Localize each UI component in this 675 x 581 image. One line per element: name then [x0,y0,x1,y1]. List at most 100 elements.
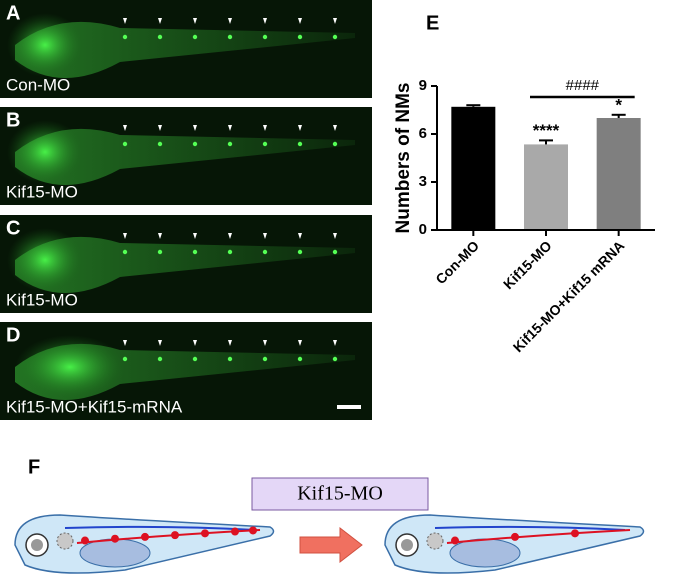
otic [426,532,444,550]
arrowhead [298,125,302,131]
neuromast [122,356,128,362]
panel-label: D [6,324,20,346]
pupil [401,539,413,551]
neuromast [122,34,128,40]
neuromast [111,534,119,543]
yolk [449,538,521,568]
neuromast [192,34,198,40]
pupil [31,539,43,551]
scale-bar [337,405,361,409]
caption: Kif15-MO [6,290,78,309]
caption: Kif15-MO+Kif15-mRNA [6,397,183,416]
neuromast [201,529,209,538]
neuromast [249,526,257,535]
head-glow [7,13,83,77]
neuromast [262,34,268,40]
x-tick-label: Kif15-MO [500,237,555,292]
caption: Con-MO [6,75,70,94]
neuromast [297,34,303,40]
panel-label: F [28,456,40,478]
arrowhead [158,233,162,239]
arrowhead [333,340,337,346]
bar [596,118,641,230]
neuromast [451,536,459,545]
neuromast [157,356,163,362]
neuromast [157,141,163,147]
arrow [299,526,363,564]
arrowhead [123,18,127,24]
neuromast [227,141,233,147]
arrowhead [298,233,302,239]
panel-label: B [6,109,20,131]
arrowhead [333,18,337,24]
arrowhead [123,125,127,131]
neuromast [122,249,128,255]
neuromast [262,141,268,147]
panel-label: A [6,2,20,24]
arrowhead [193,18,197,24]
significance: * [615,95,622,114]
arrowhead [228,340,232,346]
schematic: F Kif15-MO [14,456,645,574]
neuromast [332,249,338,255]
arrowhead [298,18,302,24]
neuromast [297,249,303,255]
y-tick-label: 0 [419,221,427,238]
neuromast [571,529,579,538]
neuromast [227,34,233,40]
arrowhead [158,18,162,24]
lateral-line [446,529,631,544]
arrowhead [333,125,337,131]
neuromast [262,356,268,362]
arrowhead [158,125,162,131]
arrowhead [228,18,232,24]
arrowhead [123,233,127,239]
arrowhead [193,125,197,131]
neuromast [192,141,198,147]
neuromast [262,249,268,255]
panel-label: E [426,12,439,34]
neuromast [157,34,163,40]
neuromast [332,356,338,362]
nerve [434,525,626,531]
neuromast [297,141,303,147]
arrowhead [193,340,197,346]
neuromast [332,141,338,147]
arrowhead [263,18,267,24]
arrowhead [333,233,337,239]
arrowhead [158,340,162,346]
fish-body [14,514,275,574]
neuromast [227,249,233,255]
treatment-label: Kif15-MO [297,483,383,505]
fish-body [384,514,645,574]
neuromast [231,527,239,536]
neuromast [122,141,128,147]
arrowhead [193,233,197,239]
head-glow [7,120,83,184]
neuromast [227,356,233,362]
larva [15,21,355,79]
bar [451,106,496,230]
neuromast [157,249,163,255]
arrowhead [228,233,232,239]
neuromast [141,532,149,541]
arrowhead [123,340,127,346]
neuromast [332,34,338,40]
head-glow [7,228,83,292]
neuromast [192,249,198,255]
larva [15,236,355,294]
arrowhead [263,125,267,131]
neuromast [171,531,179,540]
neuromast [511,532,519,541]
yolk [79,538,151,568]
significance: #### [566,77,600,94]
arrowhead [263,340,267,346]
y-axis-title: Numbers of NMs [393,83,414,234]
head-glow [15,335,125,399]
bar [524,144,568,230]
larva [15,128,355,186]
panel-label: C [6,217,20,239]
significance: **** [533,121,560,140]
arrowhead [228,125,232,131]
